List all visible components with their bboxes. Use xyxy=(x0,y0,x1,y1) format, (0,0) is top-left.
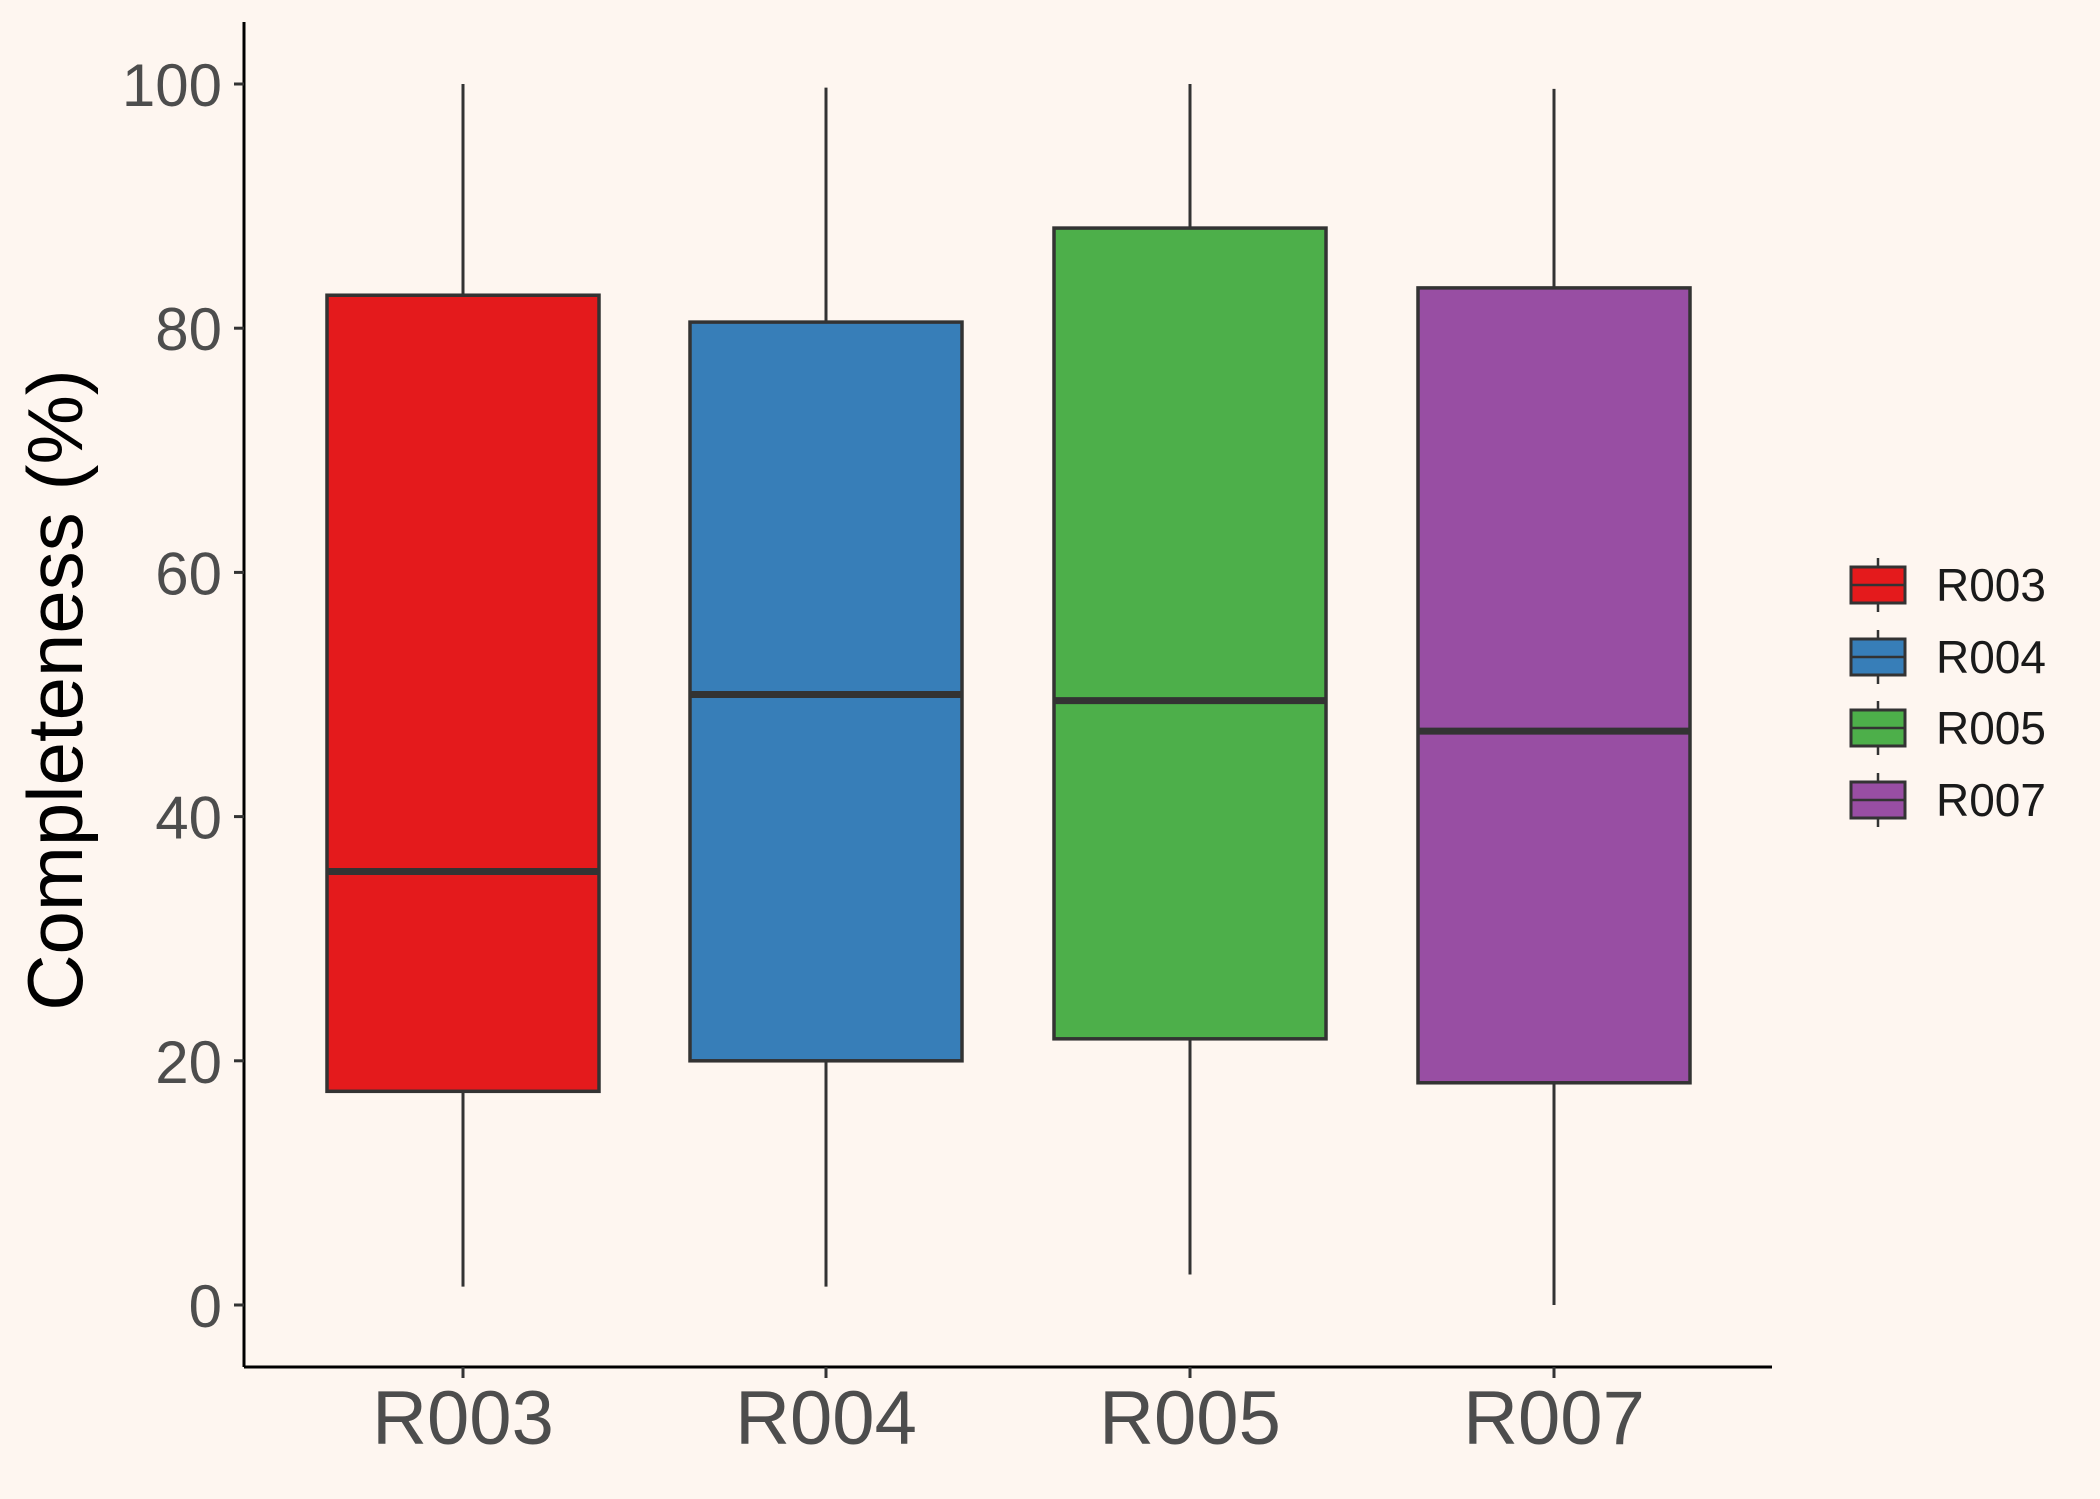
legend: R003 R004 R005 R007 xyxy=(1849,558,2046,827)
legend-entry-r005: R005 xyxy=(1849,701,2046,755)
legend-label: R007 xyxy=(1936,774,2046,826)
legend-entry-r004: R004 xyxy=(1849,630,2046,684)
box-r007 xyxy=(1416,88,1692,1305)
y-axis-title: Completeness (%) xyxy=(11,369,99,1011)
box-body xyxy=(1052,226,1328,1041)
y-tick-label: 100 xyxy=(122,52,222,119)
x-tick-label: R003 xyxy=(372,1376,554,1461)
x-tick-label: R007 xyxy=(1463,1376,1645,1461)
legend-label: R004 xyxy=(1936,631,2046,683)
legend-entry-r007: R007 xyxy=(1849,773,2046,827)
y-tick-label: 80 xyxy=(155,296,222,363)
boxes-layer xyxy=(325,84,1692,1305)
y-tick-label: 60 xyxy=(155,540,222,607)
legend-entry-r003: R003 xyxy=(1849,558,2046,612)
box-body xyxy=(325,293,601,1094)
y-tick-label: 40 xyxy=(155,785,222,852)
x-ticks-layer: R003 R004 R005 R007 xyxy=(372,1367,1645,1461)
box-body xyxy=(1416,286,1692,1085)
y-tick-label: 0 xyxy=(189,1273,222,1340)
y-ticks-layer: 0 20 40 60 80 100 xyxy=(122,52,244,1340)
box-r005 xyxy=(1052,84,1328,1275)
x-tick-label: R004 xyxy=(735,1376,917,1461)
x-tick-label: R005 xyxy=(1099,1376,1281,1461)
axes-layer xyxy=(242,22,1772,1369)
box-r003 xyxy=(325,84,601,1287)
legend-label: R003 xyxy=(1936,559,2046,611)
legend-label: R005 xyxy=(1936,702,2046,754)
box-r004 xyxy=(688,87,964,1287)
y-tick-label: 20 xyxy=(155,1029,222,1096)
